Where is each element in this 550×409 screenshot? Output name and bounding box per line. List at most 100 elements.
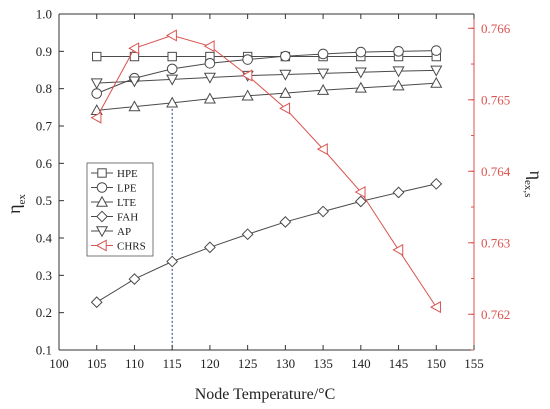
x-tick-label: 130 bbox=[276, 356, 296, 371]
data-point-ap bbox=[430, 65, 443, 77]
data-point-fah bbox=[90, 296, 103, 309]
legend-item-fah: FAH bbox=[91, 210, 138, 224]
legend-label: LTE bbox=[117, 197, 136, 209]
data-point-lpe bbox=[91, 88, 103, 99]
data-point-lpe bbox=[280, 50, 291, 62]
series-layer bbox=[90, 29, 443, 314]
y-right-tick-label: 0.766 bbox=[481, 21, 511, 36]
data-point-chrs bbox=[316, 143, 328, 156]
x-tick-label: 125 bbox=[238, 356, 258, 371]
legend-marker bbox=[96, 210, 108, 223]
data-point-lpe bbox=[166, 63, 178, 75]
data-point-ap bbox=[90, 78, 103, 90]
x-tick-label: 115 bbox=[163, 356, 182, 371]
x-tick-label: 120 bbox=[200, 356, 220, 371]
y-axis-title-right-main: η bbox=[526, 171, 546, 180]
data-point-fah bbox=[354, 195, 367, 208]
data-point-lpe bbox=[317, 48, 329, 60]
data-point-chrs bbox=[128, 42, 140, 55]
legend-item-hpe: HPE bbox=[91, 168, 138, 180]
y-tick-label: 0.4 bbox=[36, 231, 53, 246]
y-axis-title-right-sub: ex,s bbox=[522, 180, 534, 197]
x-tick-label: 135 bbox=[313, 356, 333, 371]
data-point-chrs bbox=[392, 243, 404, 256]
data-point-fah bbox=[279, 216, 292, 228]
data-point-fah bbox=[430, 177, 443, 190]
data-point-lpe bbox=[393, 46, 404, 57]
data-point-lte bbox=[128, 100, 141, 112]
y-tick-label: 0.6 bbox=[36, 156, 53, 171]
legend-marker bbox=[95, 195, 109, 207]
legend-marker bbox=[96, 182, 108, 193]
legend-label: HPE bbox=[117, 168, 138, 180]
legend-marker bbox=[95, 239, 107, 252]
series-line-ap bbox=[96, 69, 437, 84]
y-axis-title-left: ηex bbox=[4, 194, 28, 214]
data-point-lpe bbox=[355, 46, 367, 58]
y-right-tick-label: 0.762 bbox=[481, 307, 510, 322]
data-point-hpe bbox=[167, 51, 177, 62]
x-tick-label: 110 bbox=[125, 356, 144, 371]
x-tick-label: 100 bbox=[49, 356, 69, 371]
data-point-chrs bbox=[203, 40, 215, 53]
data-point-ap bbox=[317, 68, 330, 80]
data-point-lte bbox=[279, 86, 292, 98]
legend-item-chrs: CHRS bbox=[91, 239, 146, 253]
data-point-fah bbox=[392, 186, 405, 199]
series-line-fah bbox=[96, 183, 437, 303]
legend: HPE LPE LTE FAH AP CHRS bbox=[86, 162, 154, 257]
y-axis-title-left-sub: ex bbox=[16, 194, 28, 205]
data-point-lte bbox=[430, 76, 443, 88]
data-point-chrs bbox=[165, 29, 177, 42]
data-point-lte bbox=[317, 83, 330, 95]
data-point-fah bbox=[241, 228, 254, 241]
data-point-chrs bbox=[241, 69, 253, 82]
x-tick-label: 105 bbox=[87, 356, 107, 371]
data-point-fah bbox=[317, 205, 329, 218]
legend-item-lte: LTE bbox=[91, 195, 136, 209]
y-tick-label: 0.2 bbox=[36, 305, 52, 320]
legend-box bbox=[86, 162, 154, 257]
series-hpe bbox=[92, 51, 441, 62]
legend-item-ap: AP bbox=[91, 226, 131, 238]
y-tick-label: 0.7 bbox=[36, 119, 53, 134]
x-tick-label: 140 bbox=[351, 356, 371, 371]
y-tick-label: 0.8 bbox=[36, 81, 52, 96]
data-point-lte bbox=[166, 96, 179, 108]
data-point-hpe bbox=[92, 51, 102, 62]
series-chrs bbox=[90, 29, 441, 314]
series-lpe bbox=[91, 45, 442, 99]
y-tick-label: 0.3 bbox=[36, 268, 52, 283]
series-lte bbox=[90, 76, 443, 116]
data-point-lpe bbox=[430, 45, 442, 56]
y-axis-title-right: ηex,s bbox=[522, 171, 546, 198]
legend-label: FAH bbox=[117, 212, 138, 224]
legend-marker bbox=[95, 226, 109, 238]
y-tick-label: 1.0 bbox=[36, 7, 52, 22]
data-point-lte bbox=[241, 89, 254, 101]
data-point-ap bbox=[166, 74, 179, 86]
y-tick-label: 0.5 bbox=[36, 193, 52, 208]
legend-marker bbox=[97, 168, 107, 178]
data-point-ap bbox=[203, 72, 216, 84]
x-tick-label: 150 bbox=[427, 356, 447, 371]
y-right-tick-label: 0.764 bbox=[481, 164, 511, 179]
data-point-fah bbox=[204, 241, 216, 254]
data-point-chrs bbox=[430, 301, 441, 314]
series-line-chrs bbox=[96, 34, 437, 308]
series-fah bbox=[90, 177, 443, 309]
y-right-tick-label: 0.763 bbox=[481, 235, 510, 250]
data-point-ap bbox=[354, 67, 367, 79]
y-axis-title-left-main: η bbox=[4, 204, 24, 213]
x-axis-title: Node Temperature/°C bbox=[195, 386, 336, 403]
data-point-chrs bbox=[279, 102, 291, 115]
legend-label: CHRS bbox=[117, 241, 146, 253]
series-line-lpe bbox=[96, 50, 437, 94]
data-point-ap bbox=[279, 69, 292, 81]
data-point-lpe bbox=[204, 57, 216, 69]
x-tick-label: 145 bbox=[389, 356, 409, 371]
axes: 100 105 110 115 120 125 130 135 140 145 150 155 0.1 0… bbox=[36, 7, 511, 372]
data-point-lte bbox=[354, 81, 367, 93]
data-point-fah bbox=[166, 255, 179, 268]
